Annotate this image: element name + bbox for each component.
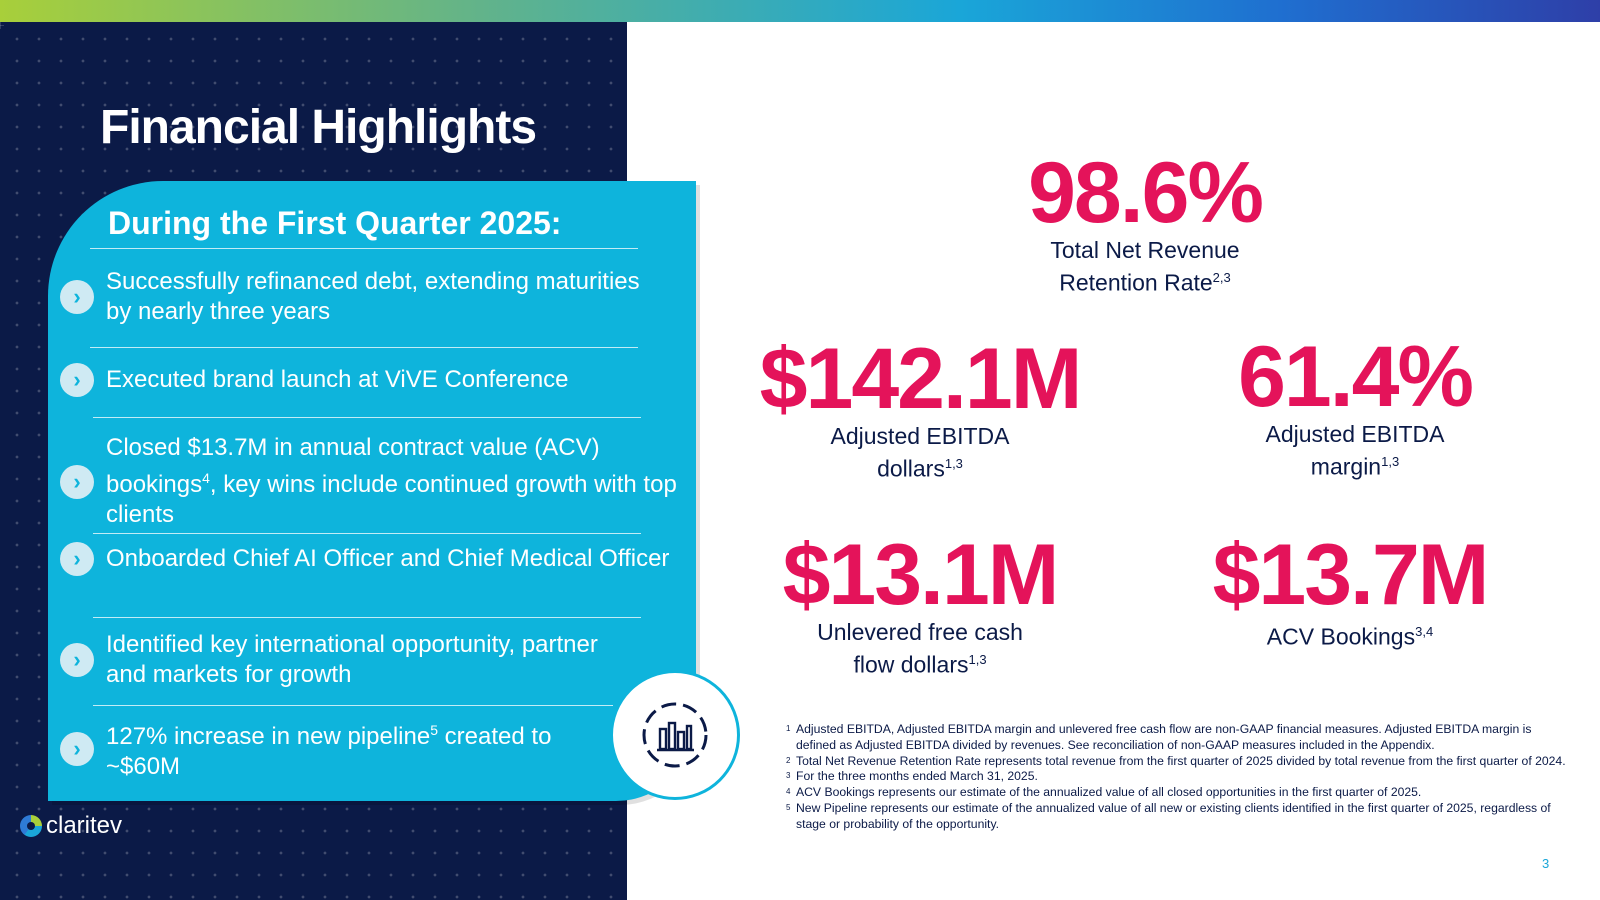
metric-adjusted-ebitda-margin: 61.4% Adjusted EBITDA margin1,3 (1190, 334, 1520, 481)
metric-label-line: margin1,3 (1190, 448, 1520, 481)
metric-value: 61.4% (1238, 329, 1474, 425)
footnote-ref: 1,3 (1381, 454, 1400, 469)
metric-label-text: margin (1310, 453, 1382, 480)
page-number: 3 (1542, 856, 1550, 871)
list-item: › 127% increase in new pipeline5 created… (60, 715, 580, 782)
chevron-right-icon: › (60, 363, 94, 397)
metric-unlevered-free-cash-flow: $13.1M Unlevered free cash flow dollars1… (750, 532, 1090, 679)
metric-label-line: Unlevered free cash (817, 619, 1023, 645)
metric-adjusted-ebitda-dollars: $142.1M Adjusted EBITDA dollars1,3 (730, 336, 1110, 483)
footnote: 2 Total Net Revenue Retention Rate repres… (786, 754, 1566, 770)
list-item: › Closed $13.7M in annual contract value… (60, 433, 680, 530)
metric-value: $13.7M (1212, 527, 1490, 623)
metric-value: $13.1M (782, 527, 1060, 623)
footnote-number: 4 (786, 787, 791, 797)
footnote: 1 Adjusted EBITDA, Adjusted EBITDA margin… (786, 722, 1566, 754)
metric-label-line: dollars1,3 (730, 450, 1110, 483)
metric-value: $142.1M (759, 331, 1083, 427)
top-gradient-bar (0, 0, 1600, 22)
card-heading: During the First Quarter 2025: (108, 205, 562, 241)
metric-label-text: ACV Bookings (1266, 623, 1416, 650)
list-item: › Onboarded Chief AI Officer and Chief M… (60, 542, 680, 576)
footnote-ref: 1,3 (944, 456, 963, 471)
metric-label: Unlevered free cash flow dollars1,3 (750, 618, 1090, 679)
footnote-ref: 2,3 (1212, 270, 1231, 285)
divider (93, 617, 641, 618)
footnote: 4 ACV Bookings represents our estimate of… (786, 785, 1566, 801)
bullet-text: Executed brand launch at ViVE Conference (106, 366, 569, 393)
footnotes: 1 Adjusted EBITDA, Adjusted EBITDA margin… (786, 722, 1566, 833)
footnote-ref: 3,4 (1415, 624, 1434, 639)
footnote-number: 2 (786, 755, 791, 765)
divider (93, 533, 641, 534)
brand-name: claritev (46, 812, 123, 839)
list-item: › Identified key international opportuni… (60, 630, 620, 690)
chevron-right-icon: › (60, 643, 94, 677)
page-title: Financial Highlights (100, 101, 537, 154)
list-item: › Executed brand launch at ViVE Conferen… (60, 363, 660, 397)
chart-badge (610, 670, 740, 800)
metric-label-text: Retention Rate (1059, 269, 1213, 296)
footnote-text: Adjusted EBITDA, Adjusted EBITDA margin … (796, 722, 1532, 752)
bullet-text-part: Closed $13.7M in annual contract value (… (106, 434, 600, 498)
chevron-right-icon: › (60, 731, 94, 766)
metric-value: 98.6% (1028, 145, 1264, 241)
metric-label-text: dollars (877, 455, 945, 482)
metric-label-line: ACV Bookings3,4 (1180, 618, 1520, 651)
chevron-right-icon: › (60, 464, 94, 499)
footnote: 5 New Pipeline represents our estimate of… (786, 801, 1566, 833)
footnote-text: Total Net Revenue Retention Rate represe… (796, 753, 1566, 768)
divider (90, 248, 638, 249)
footnote-number: 1 (786, 724, 791, 733)
footnote-ref: 4 (202, 470, 210, 486)
metric-label-line: Adjusted EBITDA (1265, 421, 1445, 447)
list-item: › Successfully refinanced debt, extendin… (60, 267, 660, 327)
bullet-text: Closed $13.7M in annual contract value (… (106, 433, 680, 530)
metric-label: ACV Bookings3,4 (1180, 618, 1520, 651)
metric-label-line: Retention Rate2,3 (980, 264, 1310, 297)
bullet-text: Identified key international opportunity… (106, 631, 598, 688)
footnote-number: 3 (786, 771, 791, 781)
metric-acv-bookings: $13.7M ACV Bookings3,4 (1180, 532, 1520, 651)
metric-label: Adjusted EBITDA margin1,3 (1190, 420, 1520, 481)
footnote-ref: 5 (430, 722, 439, 738)
metric-label-line: Total Net Revenue (1050, 237, 1240, 263)
divider (93, 705, 613, 706)
footnote-text: ACV Bookings represents our estimate of … (796, 785, 1422, 800)
metric-label-line: flow dollars1,3 (750, 646, 1090, 679)
bullet-text-part: created to ~$60M (106, 723, 552, 780)
bullet-text: Onboarded Chief AI Officer and Chief Med… (106, 545, 670, 572)
highlights-card: During the First Quarter 2025: › Success… (48, 181, 696, 801)
metric-net-revenue-retention: 98.6% Total Net Revenue Retention Rate2,… (980, 150, 1310, 297)
footnote-text: For the three months ended March 31, 202… (796, 769, 1038, 784)
footnote-number: 5 (786, 802, 791, 812)
divider (93, 417, 641, 418)
footnote-ref: 1,3 (968, 652, 987, 667)
footnote: 3 For the three months ended March 31, 20… (786, 769, 1566, 785)
chevron-right-icon: › (60, 280, 94, 314)
metric-label-text: flow dollars (853, 651, 969, 678)
bullet-text-part: , key wins include continued growth with… (106, 471, 677, 528)
metric-label: Total Net Revenue Retention Rate2,3 (980, 236, 1310, 297)
metric-label: Adjusted EBITDA dollars1,3 (730, 422, 1110, 483)
bullet-text-part: 127% increase in new pipeline (106, 723, 431, 750)
bullet-text: Successfully refinanced debt, extending … (106, 268, 640, 325)
bar-chart-icon (642, 702, 708, 768)
brand-logo: claritev (20, 812, 122, 840)
footnote-text: New Pipeline represents our estimate of … (796, 800, 1551, 831)
metric-label-line: Adjusted EBITDA (830, 423, 1010, 449)
logo-mark-icon (20, 815, 42, 837)
chevron-right-icon: › (60, 542, 94, 576)
bullet-text: 127% increase in new pipeline5 created t… (106, 715, 580, 782)
divider (90, 347, 638, 348)
